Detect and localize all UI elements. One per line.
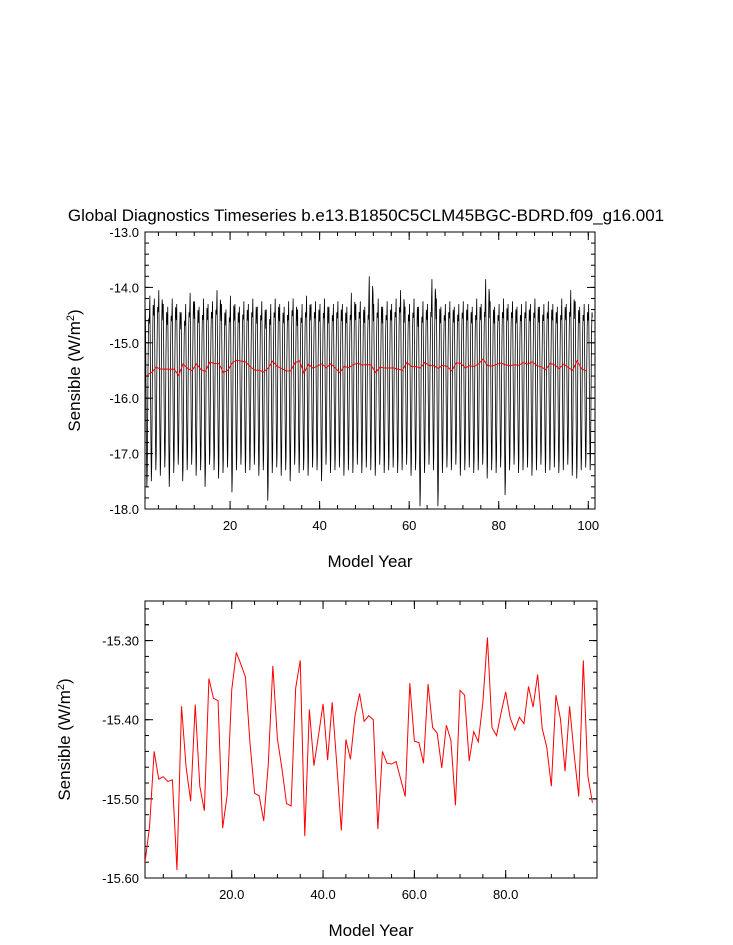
- x-tick-label: 40: [312, 518, 326, 533]
- bottom-panel: -15.60 -15.50 -15.40 -15.30 20.0 40.0 60.0 80.0…: [55, 600, 598, 940]
- plot-area: [145, 276, 593, 507]
- y-tick-label: -14.0: [109, 280, 139, 295]
- y-tick-label: -15.50: [102, 792, 139, 807]
- plot-frame: [144, 231, 596, 510]
- y-tick-label: -18.0: [109, 502, 139, 517]
- top-panel: -18.0 -17.0 -16.0 -15.0 -14.0 -13.0 20 40 60 80 10…: [65, 225, 599, 571]
- y-axis-title: Sensible (W/m2): [55, 678, 74, 800]
- x-tick-label: 80: [491, 518, 505, 533]
- y-tick-label: -17.0: [109, 447, 139, 462]
- x-tick-label: 20.0: [219, 887, 244, 902]
- y-tick-label: -15.0: [109, 336, 139, 351]
- plot-frame: [144, 600, 598, 879]
- y-tick-label: -16.0: [109, 391, 139, 406]
- x-tick-label: 40.0: [310, 887, 335, 902]
- annual-mean-line: [145, 637, 593, 871]
- x-axis-title: Model Year: [327, 552, 412, 571]
- x-tick-label: 60: [402, 518, 416, 533]
- chart-title: Global Diagnostics Timeseries b.e13.B185…: [68, 206, 664, 225]
- y-tick-label: -15.40: [102, 713, 139, 728]
- y-tick-label: -15.30: [102, 634, 139, 649]
- plot-area: [145, 637, 593, 871]
- annual-mean-line: [146, 358, 587, 377]
- x-axis-title: Model Year: [328, 921, 413, 940]
- y-axis-title: Sensible (W/m2): [65, 309, 84, 431]
- monthly-series-line: [145, 276, 593, 507]
- x-tick-label: 20: [223, 518, 237, 533]
- x-tick-label: 80.0: [493, 887, 518, 902]
- x-tick-label: 100: [577, 518, 599, 533]
- y-tick-label: -15.60: [102, 871, 139, 886]
- x-tick-label: 60.0: [402, 887, 427, 902]
- y-tick-label: -13.0: [109, 225, 139, 240]
